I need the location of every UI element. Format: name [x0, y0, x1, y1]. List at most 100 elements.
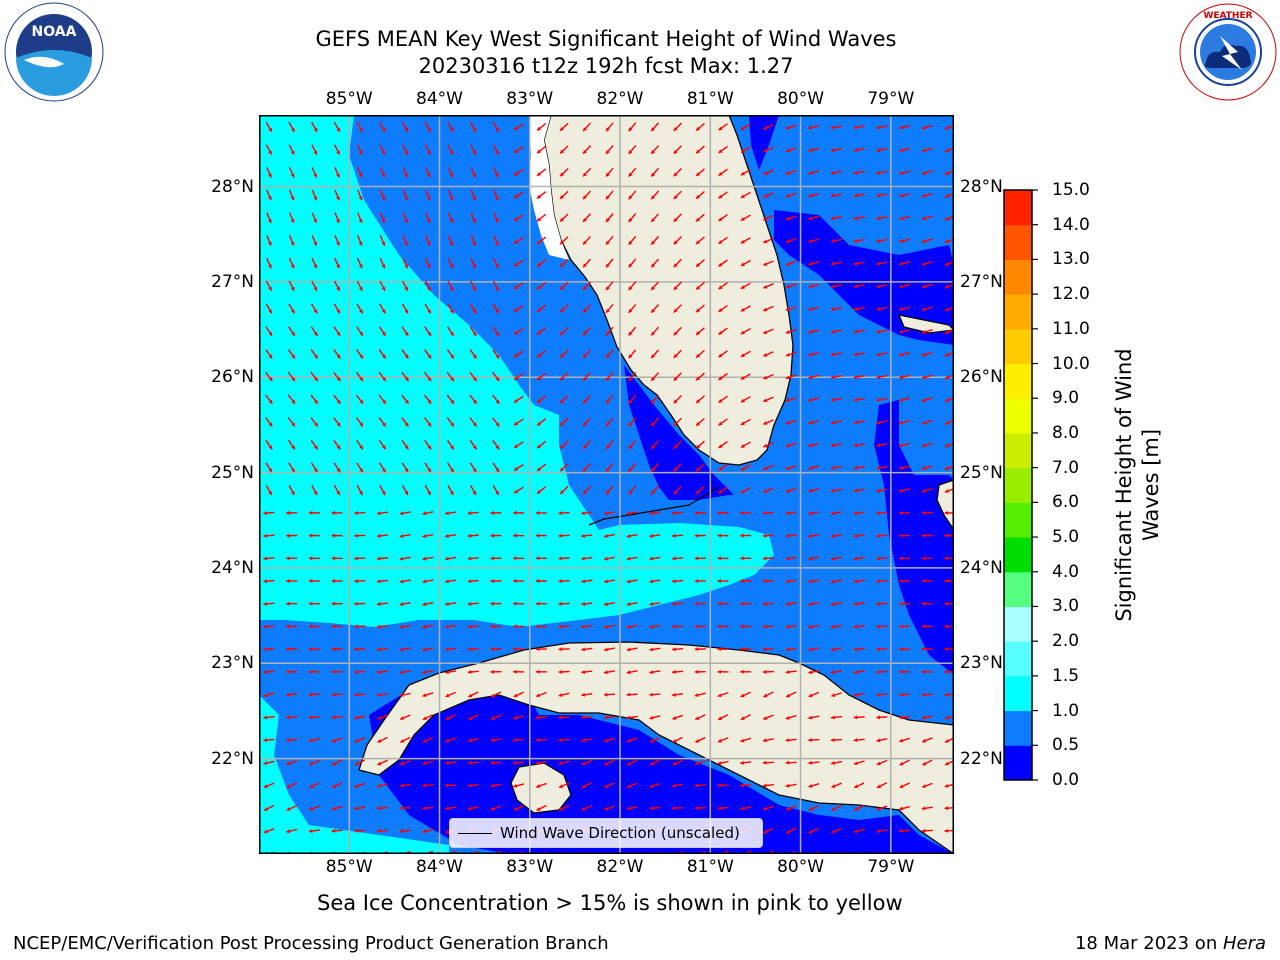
- wave-arrow-head: [268, 127, 272, 132]
- wave-arrow-head: [490, 783, 495, 788]
- wave-arrow-head: [899, 307, 904, 312]
- wave-arrow-head: [808, 193, 813, 198]
- longitude-label: 80°W: [777, 857, 825, 877]
- wave-arrow-head: [763, 421, 768, 425]
- wave-arrow-head: [694, 533, 699, 538]
- wave-arrow-head: [331, 692, 336, 697]
- wave-arrow-head: [762, 669, 767, 674]
- wave-arrow-head: [944, 375, 949, 380]
- wave-arrow-head: [399, 533, 404, 538]
- wave-arrow-head: [354, 533, 358, 538]
- wave-arrow-head: [808, 170, 813, 175]
- graticule: [259, 115, 954, 854]
- latitude-label: 27°N: [211, 271, 254, 292]
- wave-arrow-head: [717, 760, 722, 766]
- wave-arrow-head: [514, 126, 519, 131]
- wave-arrow-head: [785, 171, 790, 176]
- colorbar-segment: [1004, 467, 1032, 503]
- ocean-low-band-east: [874, 400, 954, 675]
- colorbar-tick-label: 10.0: [1052, 353, 1090, 374]
- wave-arrow-head: [427, 354, 432, 359]
- wave-arrow-head: [853, 193, 858, 198]
- wave-arrow-head: [922, 307, 926, 312]
- wave-arrow-head: [785, 647, 790, 652]
- wave-arrow-head: [763, 398, 768, 403]
- wave-arrow-head: [876, 624, 881, 629]
- wave-arrow-head: [718, 716, 723, 720]
- wave-arrow-head: [785, 420, 790, 425]
- wave-arrow-head: [472, 218, 476, 223]
- wave-arrow-head: [381, 196, 386, 201]
- wave-arrow-head: [785, 443, 790, 448]
- wave-arrow-head: [651, 490, 656, 495]
- wave-arrow-head: [422, 693, 427, 698]
- wave-arrow-head: [808, 511, 813, 516]
- wave-arrow-head: [786, 693, 791, 698]
- wave-arrow-head: [404, 331, 409, 336]
- wave-arrow-head: [921, 533, 926, 538]
- wave-arrow-head: [513, 783, 518, 788]
- wave-arrow-head: [450, 422, 454, 427]
- wave-arrow-head: [922, 193, 926, 198]
- wave-arrow-head: [445, 533, 449, 538]
- wave-arrow-head: [673, 490, 678, 495]
- wave-arrow-head: [604, 738, 609, 743]
- wave-arrow-head: [537, 421, 542, 426]
- wave-arrow-head: [331, 806, 336, 811]
- wave-arrow-head: [785, 511, 790, 516]
- wave-arrow-head: [695, 761, 699, 766]
- wave-arrow-head: [853, 533, 858, 538]
- wave-direction-arrows: [263, 121, 954, 854]
- wave-arrow-head: [472, 399, 477, 404]
- wave-arrow-head: [672, 669, 676, 675]
- colorbar-segment: [1004, 363, 1032, 399]
- wave-arrow-head: [762, 624, 767, 629]
- wave-arrow-head: [649, 511, 654, 516]
- longitude-label: 85°W: [325, 857, 373, 877]
- colorbar-tick-label: 1.0: [1052, 700, 1080, 721]
- wave-arrow-head: [673, 444, 678, 449]
- wave-arrow-head: [651, 308, 656, 313]
- wave-arrow-head: [313, 354, 318, 359]
- wave-arrow-head: [718, 149, 723, 153]
- wave-arrow-head: [831, 624, 835, 629]
- wave-arrow-head: [785, 239, 790, 244]
- wave-arrow-head: [422, 556, 427, 561]
- wave-arrow-head: [354, 601, 358, 606]
- wave-arrow-head: [422, 624, 427, 629]
- wave-arrow-head: [605, 354, 610, 359]
- wave-arrow-head: [399, 579, 404, 584]
- wave-arrow-head: [494, 264, 499, 269]
- wave-arrow-head: [450, 377, 454, 382]
- wave-arrow-head: [494, 173, 499, 178]
- wave-arrow-head: [740, 489, 745, 494]
- wave-arrow-head: [651, 444, 656, 449]
- wave-arrow-head: [560, 285, 565, 290]
- wave-arrow-head: [808, 807, 813, 811]
- wave-arrow-head: [876, 148, 881, 153]
- wave-arrow-head: [267, 218, 272, 223]
- wave-arrow-head: [763, 352, 768, 357]
- wave-arrow-head: [831, 306, 835, 312]
- wave-arrow-head: [290, 241, 295, 246]
- wave-arrow-head: [718, 171, 723, 176]
- wave-arrow-head: [581, 647, 586, 652]
- wave-arrow-head: [718, 489, 723, 494]
- wave-arrow-head: [331, 669, 336, 674]
- wave-arrow-head: [427, 309, 431, 314]
- wave-arrow-head: [899, 216, 904, 221]
- wave-arrow-head: [694, 556, 699, 561]
- colorbar-tick-label: 12.0: [1052, 284, 1090, 305]
- wave-arrow-head: [808, 261, 813, 266]
- wave-arrow-head: [605, 422, 610, 427]
- wave-arrow-head: [672, 533, 676, 538]
- wave-arrow-head: [537, 308, 542, 313]
- wave-arrow-head: [336, 422, 341, 427]
- wave-arrow-head: [267, 241, 272, 246]
- wave-arrow-head: [427, 377, 432, 382]
- wave-arrow-head: [336, 309, 340, 314]
- wave-arrow-head: [537, 240, 542, 244]
- wave-arrow-head: [673, 422, 678, 427]
- wave-arrow-head: [313, 491, 318, 496]
- wave-arrow-head: [922, 352, 926, 357]
